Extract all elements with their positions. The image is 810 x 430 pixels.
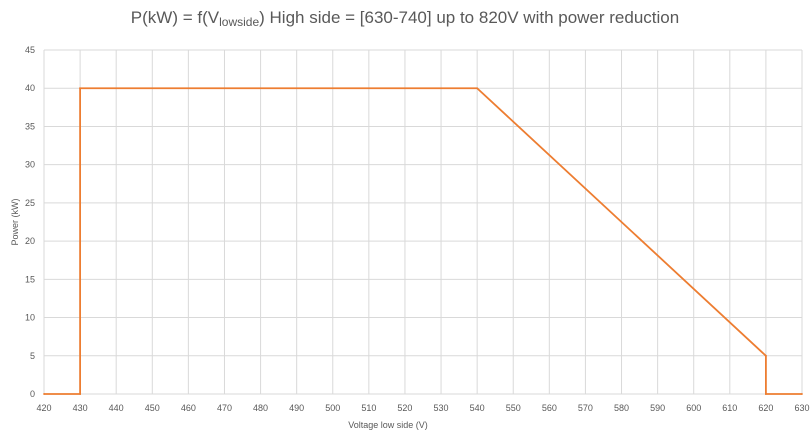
data-point <box>765 354 767 357</box>
data-point <box>801 393 803 395</box>
y-tick-label: 35 <box>25 121 35 131</box>
data-point <box>79 87 81 90</box>
data-point <box>43 393 45 395</box>
x-tick-label: 480 <box>253 403 268 413</box>
x-tick-label: 530 <box>434 403 449 413</box>
data-point <box>765 393 767 395</box>
x-tick-label: 540 <box>470 403 485 413</box>
data-point <box>79 393 81 395</box>
chart-title: P(kW) = f(Vlowside) High side = [630-740… <box>0 8 810 29</box>
tick-labels: 420 430 440 450 460 470 480 490 500 510 520 530 540 5… <box>25 45 810 413</box>
x-tick-label: 560 <box>542 403 557 413</box>
y-tick-label: 0 <box>30 389 35 399</box>
x-tick-label: 630 <box>794 403 809 413</box>
gridlines <box>44 49 803 394</box>
chart-title-prefix: P(kW) = f(V <box>130 8 220 27</box>
x-tick-label: 450 <box>145 403 160 413</box>
chart-title-subscript: lowside <box>219 15 260 29</box>
data-point <box>476 87 479 90</box>
y-tick-label: 30 <box>25 160 35 170</box>
y-tick-label: 10 <box>25 313 35 323</box>
x-tick-label: 490 <box>289 403 304 413</box>
y-axis-label: Power (kW) <box>10 198 20 245</box>
x-tick-label: 580 <box>614 403 629 413</box>
x-tick-label: 620 <box>758 403 773 413</box>
x-tick-label: 600 <box>686 403 701 413</box>
y-tick-label: 15 <box>25 274 35 284</box>
x-tick-label: 510 <box>361 403 376 413</box>
x-tick-label: 440 <box>109 403 124 413</box>
x-tick-label: 500 <box>325 403 340 413</box>
x-tick-label: 570 <box>578 403 593 413</box>
x-tick-label: 460 <box>181 403 196 413</box>
x-tick-label: 610 <box>722 403 737 413</box>
x-axis-label: Voltage low side (V) <box>348 420 428 430</box>
y-tick-label: 45 <box>25 45 35 55</box>
y-tick-label: 25 <box>25 198 35 208</box>
series-layer <box>43 87 803 395</box>
x-tick-label: 550 <box>506 403 521 413</box>
y-tick-label: 5 <box>30 351 35 361</box>
x-tick-label: 420 <box>36 403 51 413</box>
x-tick-label: 520 <box>397 403 412 413</box>
y-tick-label: 40 <box>25 83 35 93</box>
axes <box>43 50 802 395</box>
x-tick-label: 470 <box>217 403 232 413</box>
x-tick-label: 430 <box>73 403 88 413</box>
x-tick-label: 590 <box>650 403 665 413</box>
y-tick-label: 20 <box>25 236 35 246</box>
chart-title-suffix: ) High side = [630-740] up to 820V with … <box>259 8 680 27</box>
